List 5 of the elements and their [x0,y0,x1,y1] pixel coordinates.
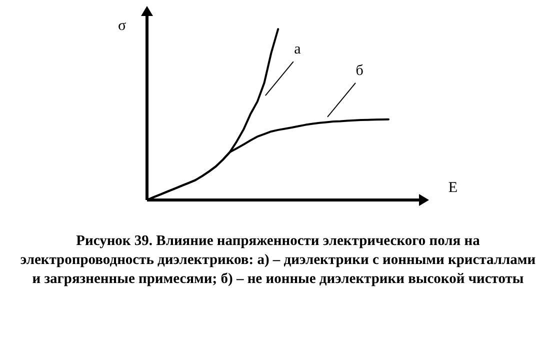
x-axis-title: E [448,180,458,196]
y-axis-title: σ [118,18,126,34]
annotation: а [294,41,302,58]
text: Рисунок 39. Влияние напряженности электрического поля на электропроводность диэлектриков: а) – диэлектрики с ионными кристаллами и загрязненные примесями; б) – не ионные диэлектрики высокой чистоты [20,232,536,289]
annotation: б [356,62,364,79]
